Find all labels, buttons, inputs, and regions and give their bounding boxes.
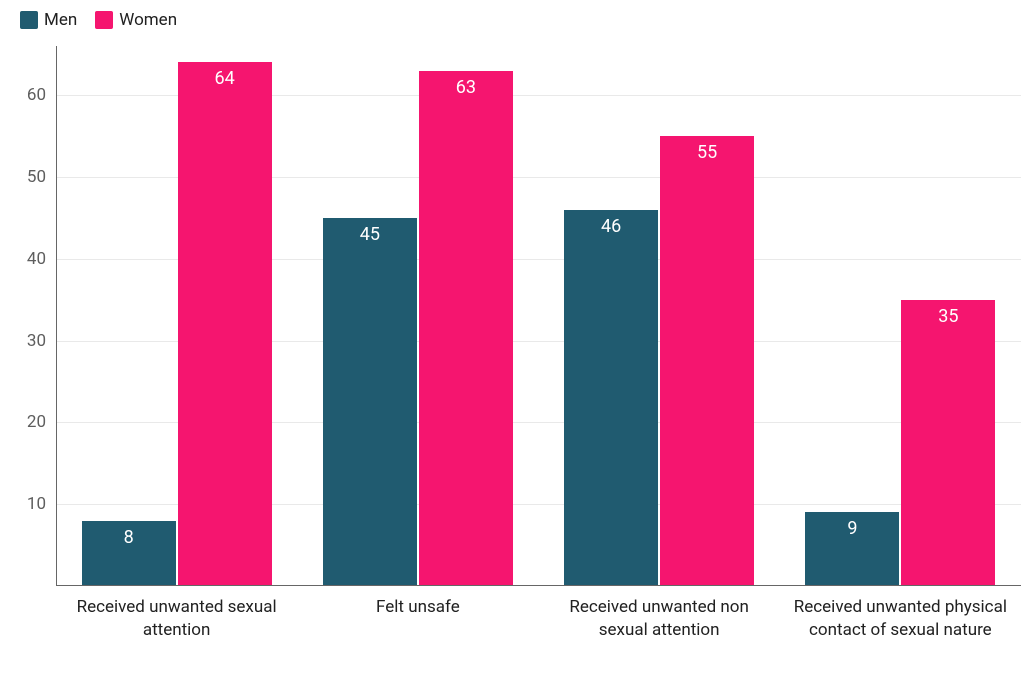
y-tick-label: 20 <box>27 412 56 432</box>
bar-men: 8 <box>82 521 176 586</box>
y-tick-label: 50 <box>27 167 56 187</box>
y-tick-label: 10 <box>27 494 56 514</box>
bar-men: 9 <box>805 512 899 586</box>
bar-value-label: 9 <box>805 518 899 539</box>
x-axis-labels: Received unwanted sexual attentionFelt u… <box>56 596 1021 642</box>
legend-item-women: Women <box>95 10 177 30</box>
legend: Men Women <box>20 10 1004 30</box>
legend-item-men: Men <box>20 10 77 30</box>
bar-women: 35 <box>901 300 995 586</box>
bar-women: 63 <box>419 71 513 586</box>
bar-value-label: 45 <box>323 224 417 245</box>
y-tick-label: 30 <box>27 331 56 351</box>
legend-label-women: Women <box>119 10 177 30</box>
bar-value-label: 8 <box>82 527 176 548</box>
plot-area: 86445634655935 102030405060 <box>56 46 1021 586</box>
x-tick-label: Received unwanted sexual attention <box>56 596 297 642</box>
bar-value-label: 46 <box>564 216 658 237</box>
legend-label-men: Men <box>44 10 77 30</box>
bar-group: 9 35 <box>780 46 1021 586</box>
legend-swatch-men <box>20 11 38 29</box>
bar-group: 8 64 <box>56 46 297 586</box>
y-axis-line <box>56 46 57 586</box>
bar-women: 55 <box>660 136 754 586</box>
bars-layer: 8 64 45 63 46 55 9 35 <box>56 46 1021 586</box>
x-tick-label: Felt unsafe <box>297 596 538 642</box>
bar-value-label: 35 <box>901 306 995 327</box>
bar-group: 45 63 <box>297 46 538 586</box>
bar-value-label: 64 <box>178 68 272 89</box>
bar-men: 45 <box>323 218 417 586</box>
bar-women: 64 <box>178 62 272 586</box>
x-tick-label: Received unwanted physical contact of se… <box>780 596 1021 642</box>
y-tick-label: 60 <box>27 85 56 105</box>
x-tick-label: Received unwanted non sexual attention <box>539 596 780 642</box>
bar-value-label: 63 <box>419 77 513 98</box>
x-axis-line <box>56 585 1021 586</box>
bar-group: 46 55 <box>539 46 780 586</box>
y-tick-label: 40 <box>27 249 56 269</box>
legend-swatch-women <box>95 11 113 29</box>
bar-men: 46 <box>564 210 658 586</box>
chart-container: Men Women 8 64 45 63 46 55 9 35 10 20 30 40 50 60 Re… <box>0 0 1024 694</box>
bar-value-label: 55 <box>660 142 754 163</box>
